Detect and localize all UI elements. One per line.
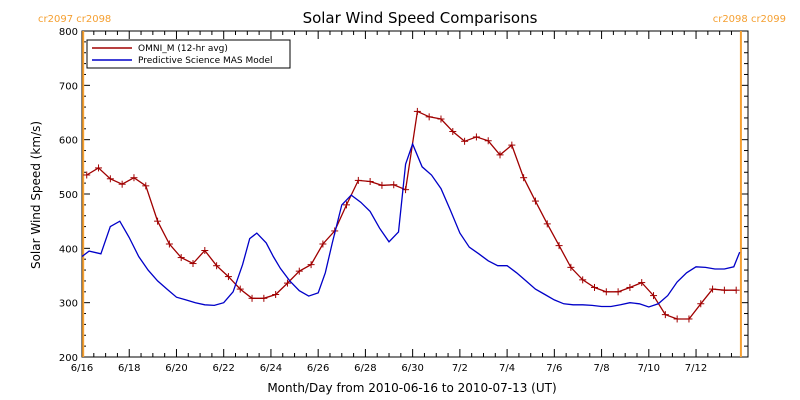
- omni-data-point: [142, 182, 150, 190]
- omni-data-point: [378, 181, 386, 189]
- omni-data-point: [106, 175, 114, 183]
- omni-data-point: [579, 276, 587, 284]
- omni-data-point: [236, 285, 244, 293]
- omni-data-point: [118, 180, 126, 188]
- omni-data-point: [283, 279, 291, 287]
- omni-data-point: [732, 286, 740, 294]
- omni-data-point: [154, 217, 162, 225]
- plot-frame: [81, 30, 749, 358]
- axis-frame: [81, 30, 749, 358]
- series-line-mas: [81, 142, 741, 308]
- y-tick-label: 700: [59, 81, 78, 92]
- omni-data-point: [319, 240, 327, 248]
- legend-box: [86, 39, 291, 69]
- x-tick-label: 6/28: [354, 363, 376, 374]
- y-axis: 200 300 400 500 600 700 800: [59, 27, 748, 364]
- omni-data-point: [484, 137, 492, 145]
- chart-title: Solar Wind Speed Comparisons: [303, 9, 538, 27]
- omni-data-point: [425, 113, 433, 121]
- omni-data-point: [224, 273, 232, 281]
- omni-data-point: [531, 197, 539, 205]
- omni-data-point: [496, 151, 504, 159]
- omni-data-point: [177, 254, 185, 262]
- x-tick-label: 6/26: [307, 363, 329, 374]
- y-tick-label: 600: [59, 136, 78, 147]
- x-tick-label: 6/30: [401, 363, 423, 374]
- omni-data-point: [720, 286, 728, 294]
- omni-data-point: [650, 292, 658, 300]
- omni-data-point: [130, 174, 138, 182]
- x-tick-label: 7/8: [594, 363, 610, 374]
- omni-data-point: [543, 220, 551, 228]
- omni-data-point: [295, 267, 303, 275]
- rotation-label-left: cr2097 cr2098: [38, 14, 111, 25]
- omni-data-point: [366, 178, 374, 186]
- legend: OMNI_M (12-hr avg) Predictive Science MA…: [86, 39, 291, 69]
- omni-data-point: [248, 294, 256, 302]
- legend-label-omni: OMNI_M (12-hr avg): [138, 44, 228, 54]
- omni-data-point: [83, 171, 91, 179]
- x-axis-label: Month/Day from 2010-06-16 to 2010-07-13 …: [267, 381, 556, 395]
- series-lines: [81, 107, 741, 323]
- omni-data-point: [709, 285, 717, 293]
- omni-data-point: [95, 164, 103, 172]
- omni-data-point: [189, 260, 197, 268]
- omni-data-point: [626, 283, 634, 291]
- x-tick-label: 6/22: [212, 363, 234, 374]
- omni-data-point: [661, 311, 669, 319]
- x-tick-label: 6/24: [260, 363, 282, 374]
- omni-data-point: [213, 262, 221, 270]
- omni-data-point: [354, 176, 362, 184]
- omni-data-point: [343, 201, 351, 209]
- omni-data-point: [638, 279, 646, 287]
- y-tick-label: 500: [59, 190, 78, 201]
- x-tick-label: 7/12: [685, 363, 707, 374]
- omni-data-point: [461, 137, 469, 145]
- x-axis: 6/16 6/18 6/20 6/22 6/24 6/26 6/28 6/30 7/2 7/4 7/…: [71, 31, 732, 374]
- omni-data-point: [614, 288, 622, 296]
- omni-data-point: [602, 288, 610, 296]
- omni-data-point: [590, 283, 598, 291]
- legend-label-mas: Predictive Science MAS Model: [138, 56, 273, 66]
- omni-data-point: [697, 300, 705, 308]
- series-line-omni: [86, 110, 737, 320]
- omni-data-point: [567, 263, 575, 271]
- rotation-markers: [82, 31, 742, 357]
- omni-data-point: [201, 247, 209, 255]
- omni-data-point: [449, 128, 457, 136]
- x-tick-label: 7/10: [638, 363, 660, 374]
- x-tick-label: 7/2: [452, 363, 468, 374]
- omni-data-point: [508, 141, 516, 149]
- rotation-label-right: cr2098 cr2099: [713, 14, 786, 25]
- omni-data-point: [260, 294, 268, 302]
- omni-data-point: [472, 133, 480, 141]
- omni-data-point: [413, 107, 421, 115]
- omni-data-point: [165, 240, 173, 248]
- x-tick-label: 7/4: [499, 363, 515, 374]
- y-tick-label: 300: [59, 299, 78, 310]
- omni-data-point: [307, 261, 315, 269]
- x-tick-label: 6/20: [165, 363, 187, 374]
- y-tick-label: 200: [59, 353, 78, 364]
- x-tick-label: 6/16: [71, 363, 93, 374]
- y-tick-label: 400: [59, 244, 78, 255]
- omni-data-point: [673, 315, 681, 323]
- omni-data-point: [437, 115, 445, 123]
- x-tick-label: 6/18: [118, 363, 140, 374]
- omni-data-point: [272, 291, 280, 299]
- x-tick-label: 7/6: [546, 363, 562, 374]
- omni-data-point: [555, 242, 563, 250]
- omni-data-point: [685, 315, 693, 323]
- y-tick-label: 800: [59, 27, 78, 38]
- y-axis-label: Solar Wind Speed (km/s): [29, 121, 43, 269]
- omni-data-point: [520, 174, 528, 182]
- omni-data-point: [390, 181, 398, 189]
